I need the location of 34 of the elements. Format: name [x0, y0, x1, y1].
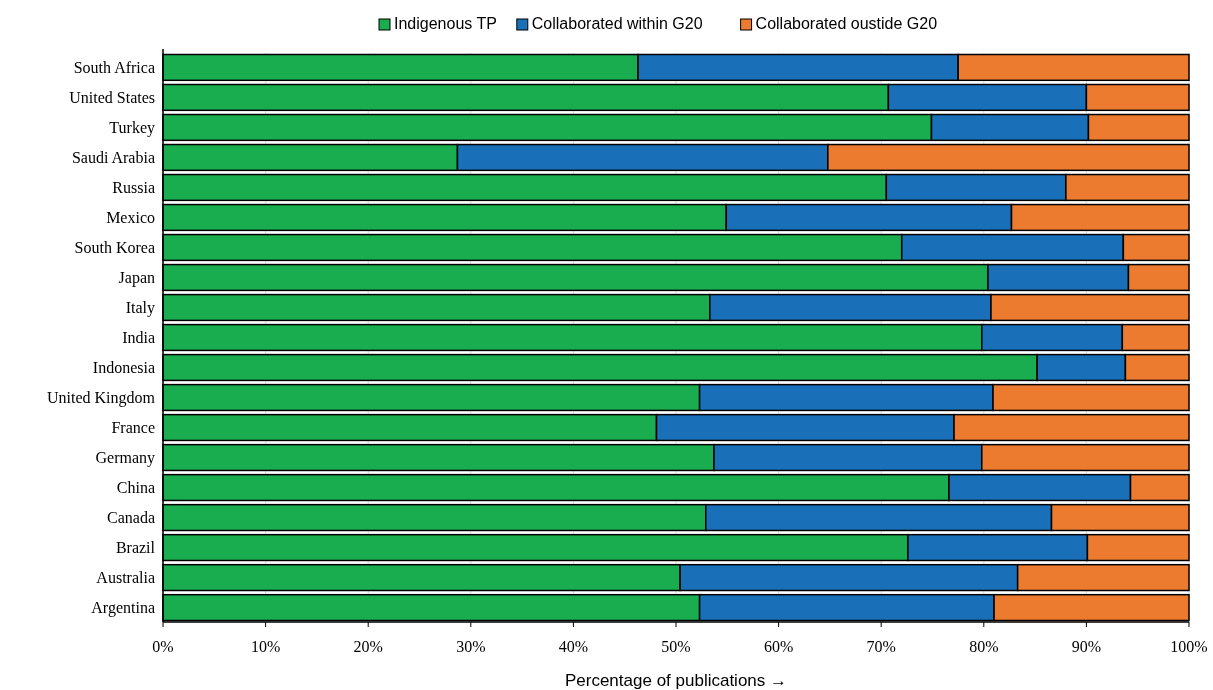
- x-tick-label: 90%: [1071, 638, 1102, 655]
- x-tick-label: 70%: [866, 638, 896, 655]
- y-tick-label: Germany: [95, 449, 155, 468]
- y-tick-label: Japan: [118, 269, 155, 288]
- y-tick-label: Indonesia: [92, 359, 155, 377]
- x-tick-label: 20%: [353, 638, 383, 655]
- legend-label: Collaborated within G20: [531, 15, 703, 32]
- x-axis-title: Percentage of publications →: [564, 671, 788, 690]
- x-tick-label: 50%: [661, 638, 691, 655]
- y-tick-label: United States: [69, 89, 155, 107]
- y-tick-label: Argentina: [91, 599, 155, 618]
- y-tick-label: Canada: [107, 509, 155, 527]
- y-tick-label: United Kingdom: [47, 389, 156, 408]
- x-tick-label: 60%: [763, 638, 794, 655]
- y-tick-label: Turkey: [109, 119, 155, 138]
- y-tick-label: Saudi Arabia: [71, 149, 155, 167]
- x-tick-label: 80%: [969, 638, 999, 655]
- x-tick-label: 100%: [1170, 638, 1208, 655]
- y-tick-label: Australia: [96, 569, 155, 587]
- y-tick-label: Italy: [125, 299, 155, 318]
- x-tick-label: 0%: [152, 638, 174, 655]
- y-tick-label: France: [111, 419, 155, 437]
- y-tick-label: Russia: [112, 179, 155, 197]
- y-tick-label: South Africa: [73, 59, 155, 77]
- y-tick-label: India: [122, 329, 155, 347]
- x-tick-label: 10%: [250, 638, 281, 655]
- x-tick-label: 30%: [456, 638, 486, 655]
- y-tick-label: Brazil: [115, 539, 156, 557]
- x-tick-label: 40%: [558, 638, 589, 655]
- y-tick-label: South Korea: [74, 239, 155, 257]
- y-tick-label: China: [116, 479, 155, 497]
- legend-label: Collaborated oustide G20: [755, 15, 938, 32]
- y-tick-label: Mexico: [106, 209, 155, 227]
- legend-label: Indigenous TP: [394, 15, 497, 32]
